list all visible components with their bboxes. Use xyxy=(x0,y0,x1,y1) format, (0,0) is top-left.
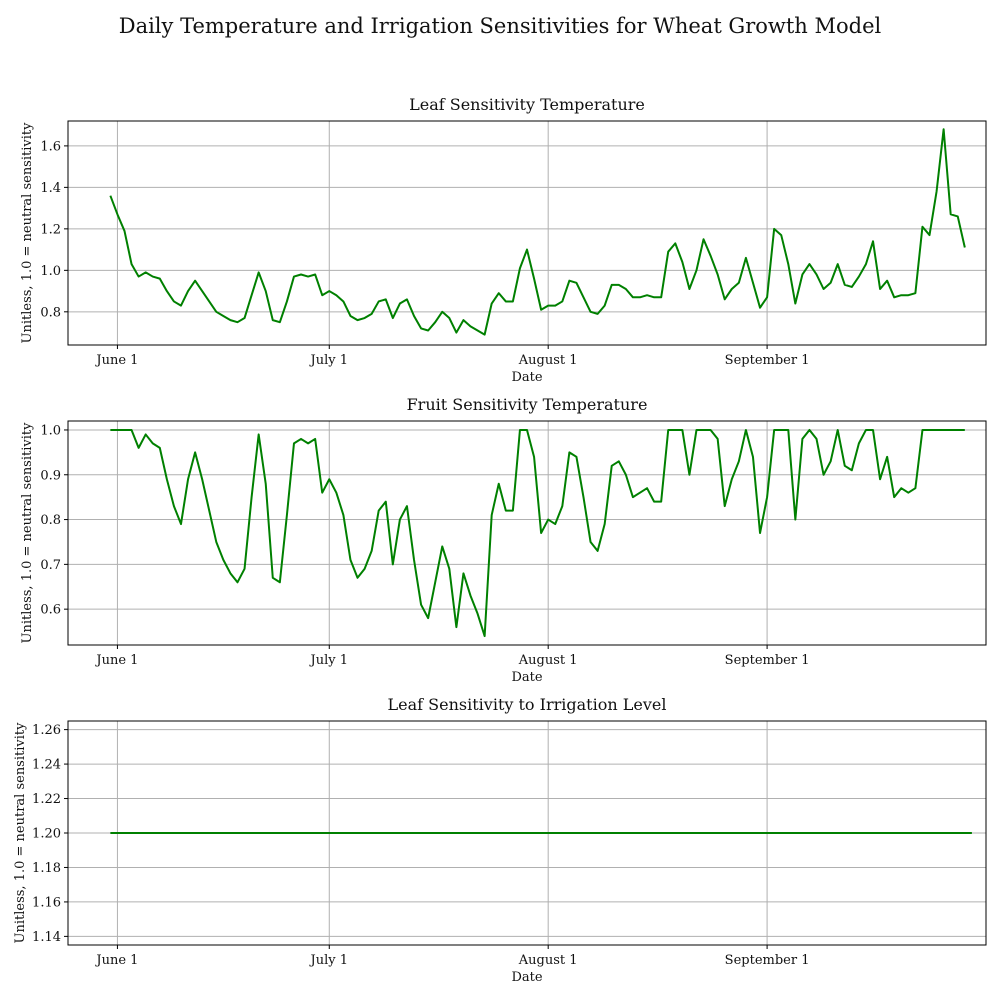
subplot-title: Fruit Sensitivity Temperature xyxy=(407,395,648,414)
y-tick-label: 1.4 xyxy=(40,181,61,196)
x-tick-label: June 1 xyxy=(94,353,138,368)
y-tick-label: 1.16 xyxy=(32,895,61,910)
x-axis-label: Date xyxy=(511,970,542,985)
y-tick-label: 0.8 xyxy=(40,305,61,320)
series-line xyxy=(109,128,966,336)
x-tick-label: September 1 xyxy=(725,953,810,968)
y-tick-label: 1.26 xyxy=(32,723,61,738)
figure-title: Daily Temperature and Irrigation Sensiti… xyxy=(118,14,882,38)
y-tick-label: 1.0 xyxy=(40,423,61,438)
y-tick-label: 0.7 xyxy=(40,558,61,573)
y-tick-label: 1.18 xyxy=(32,861,61,876)
axes-frame xyxy=(67,120,987,346)
subplot-leaf-irrigation: June 1 July 1 August 1 September 1 1.14 1.16 1… xyxy=(13,695,987,985)
x-axis-label: Date xyxy=(511,370,542,385)
y-tick-label: 0.6 xyxy=(40,603,61,618)
x-tick-label: August 1 xyxy=(518,953,578,968)
series-line xyxy=(110,428,965,638)
x-tick-label: June 1 xyxy=(94,953,138,968)
x-tick-label: August 1 xyxy=(518,653,578,668)
y-tick-label: 1.24 xyxy=(32,758,61,773)
x-tick-label: July 1 xyxy=(309,653,349,668)
y-tick-label: 1.2 xyxy=(40,222,61,237)
x-tick-label: July 1 xyxy=(309,353,349,368)
y-axis-label: Unitless, 1.0 = neutral sensitivity xyxy=(20,122,35,344)
x-axis-label: Date xyxy=(511,670,542,685)
subplot-fruit-temperature: June 1 July 1 August 1 September 1 0.6 0.7 0.8… xyxy=(20,395,987,685)
y-tick-label: 1.20 xyxy=(32,827,61,842)
y-tick-label: 1.6 xyxy=(40,139,61,154)
subplot-title: Leaf Sensitivity to Irrigation Level xyxy=(388,695,667,714)
y-tick-label: 1.14 xyxy=(32,930,61,945)
subplot-title: Leaf Sensitivity Temperature xyxy=(409,95,645,114)
subplot-leaf-temperature: June 1 July 1 August 1 September 1 0.8 1.0 1.2… xyxy=(20,95,987,385)
y-tick-label: 0.9 xyxy=(40,468,61,483)
y-axis-label: Unitless, 1.0 = neutral sensitivity xyxy=(13,722,28,944)
y-tick-label: 0.8 xyxy=(40,513,61,528)
y-tick-label: 1.0 xyxy=(40,264,61,279)
y-axis-label: Unitless, 1.0 = neutral sensitivity xyxy=(20,422,35,644)
x-tick-label: July 1 xyxy=(309,953,349,968)
x-tick-label: September 1 xyxy=(725,653,810,668)
x-tick-label: June 1 xyxy=(94,653,138,668)
x-tick-label: September 1 xyxy=(725,353,810,368)
axes-frame xyxy=(67,420,987,646)
x-tick-label: August 1 xyxy=(518,353,578,368)
y-tick-label: 1.22 xyxy=(32,792,61,807)
axes-frame xyxy=(67,720,987,946)
